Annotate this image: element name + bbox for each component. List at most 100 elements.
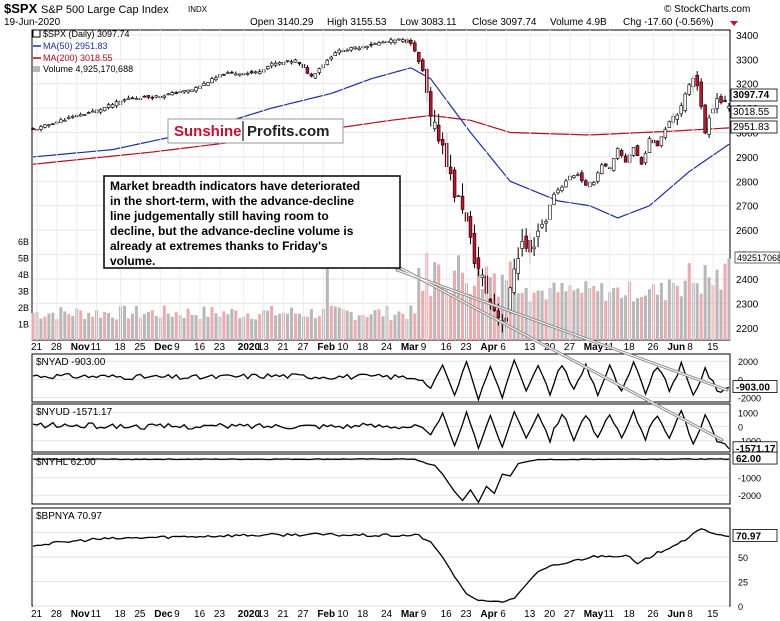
x-axis-label-bottom: 27 xyxy=(564,609,576,620)
x-axis-label-bottom: 2020 xyxy=(238,609,261,620)
volume-bar xyxy=(576,288,580,340)
indicator-line xyxy=(32,358,730,402)
volume-bar xyxy=(389,320,393,340)
price-tag-label: 3018.55 xyxy=(733,107,770,118)
volume-bar xyxy=(202,306,206,340)
candle-body xyxy=(349,47,353,51)
x-axis-label-bottom: Jun xyxy=(667,609,685,620)
indicator-tick-label: 2000 xyxy=(738,357,758,367)
volume-bar xyxy=(286,313,290,340)
x-axis-label-bottom: Mar xyxy=(401,609,419,620)
volume-bar xyxy=(663,300,667,340)
volume-bar xyxy=(63,311,67,340)
x-axis-label: Dec xyxy=(154,342,173,353)
x-axis-label-bottom: 20 xyxy=(544,609,556,620)
x-axis-label-bottom: 23 xyxy=(461,609,473,620)
indicator-legend: $NYAD -903.00 xyxy=(36,357,106,368)
x-axis-label: 23 xyxy=(214,342,226,353)
volume-bar xyxy=(536,290,540,340)
candle-body xyxy=(353,46,357,50)
volume-scale-label: 2B xyxy=(18,303,29,313)
volume-bar xyxy=(246,313,250,340)
volume-bar xyxy=(532,292,536,340)
candle-body xyxy=(468,216,473,238)
candle-body xyxy=(226,72,230,74)
candle-body xyxy=(142,95,147,98)
price-tag-box xyxy=(730,105,778,119)
x-axis-label-bottom: Dec xyxy=(154,609,173,620)
volume-bar xyxy=(345,310,349,340)
volume-bar xyxy=(206,316,210,340)
candle-body xyxy=(679,105,684,115)
candle-body xyxy=(250,71,254,74)
volume-bar xyxy=(230,308,234,340)
candle-body xyxy=(114,101,119,107)
x-axis-label: 8 xyxy=(687,342,693,353)
price-tick-label: 2400 xyxy=(736,275,759,286)
volume-bar xyxy=(453,270,457,340)
x-axis-label-bottom: Apr xyxy=(480,609,497,620)
candle-body xyxy=(357,47,361,50)
volume-bar xyxy=(222,311,226,340)
volume-bar xyxy=(325,267,329,340)
volume-bar xyxy=(59,307,63,340)
candle-body xyxy=(393,39,397,43)
candle-body xyxy=(580,172,584,182)
candle-body xyxy=(182,90,186,93)
chart-exchange: INDX xyxy=(188,5,208,14)
annotation-box: Market breadth indicators have deteriora… xyxy=(103,175,401,269)
volume-bar xyxy=(111,317,115,340)
candle-body xyxy=(615,148,620,159)
candle-body xyxy=(440,138,445,146)
volume-bar xyxy=(397,311,401,340)
candle-body xyxy=(524,235,528,249)
indicator-value-tag: 62.00 xyxy=(736,454,761,465)
x-axis-label-bottom: 26 xyxy=(647,609,659,620)
volume-bar xyxy=(47,313,51,340)
indicator-tick-label: 0 xyxy=(738,423,743,433)
x-axis-label-bottom: 13 xyxy=(524,609,536,620)
volume-bar xyxy=(695,283,699,340)
volume-bar xyxy=(150,310,154,340)
volume-scale-label: 6B xyxy=(18,237,29,247)
candle-body xyxy=(31,127,35,130)
x-axis-label-bottom: 9 xyxy=(421,609,427,620)
volume-bar xyxy=(309,309,313,340)
candle-body xyxy=(508,287,512,312)
volume-bar xyxy=(560,283,564,340)
price-tick-label: 3300 xyxy=(736,55,759,66)
volume-scale-label: 3B xyxy=(18,287,29,297)
volume-bar xyxy=(91,316,95,340)
volume-bar xyxy=(162,305,166,340)
volume-bar xyxy=(317,316,321,340)
panel-frame xyxy=(31,29,731,341)
candle-body xyxy=(496,310,501,318)
volume-bar xyxy=(683,280,687,340)
brand-name-part2: Profits.com xyxy=(247,123,330,140)
candle-body xyxy=(174,92,178,95)
candle-body xyxy=(603,163,608,167)
volume-bar xyxy=(433,262,437,340)
volume-bar xyxy=(480,288,484,340)
candle-body xyxy=(206,82,210,86)
annotation-line-3: line judgementally still having room to xyxy=(110,209,329,223)
volume-bar xyxy=(238,318,242,340)
volume-bar xyxy=(357,315,361,340)
candle-body xyxy=(460,195,465,210)
x-axis-label: 24 xyxy=(381,342,393,353)
candle-body xyxy=(623,155,628,163)
indicator-line xyxy=(32,408,730,451)
candle-body xyxy=(556,189,560,194)
candle-body xyxy=(544,221,548,224)
volume-bar xyxy=(194,315,198,340)
candle-body xyxy=(432,121,437,129)
volume-bar xyxy=(290,307,294,340)
price-tick-label: 2900 xyxy=(736,153,759,164)
volume-bar xyxy=(643,295,647,340)
candle-body xyxy=(365,46,369,48)
volume-bar xyxy=(679,296,683,340)
x-axis-label: Feb xyxy=(317,342,335,353)
candle-body xyxy=(639,157,644,165)
x-axis-label-bottom: 16 xyxy=(194,609,206,620)
